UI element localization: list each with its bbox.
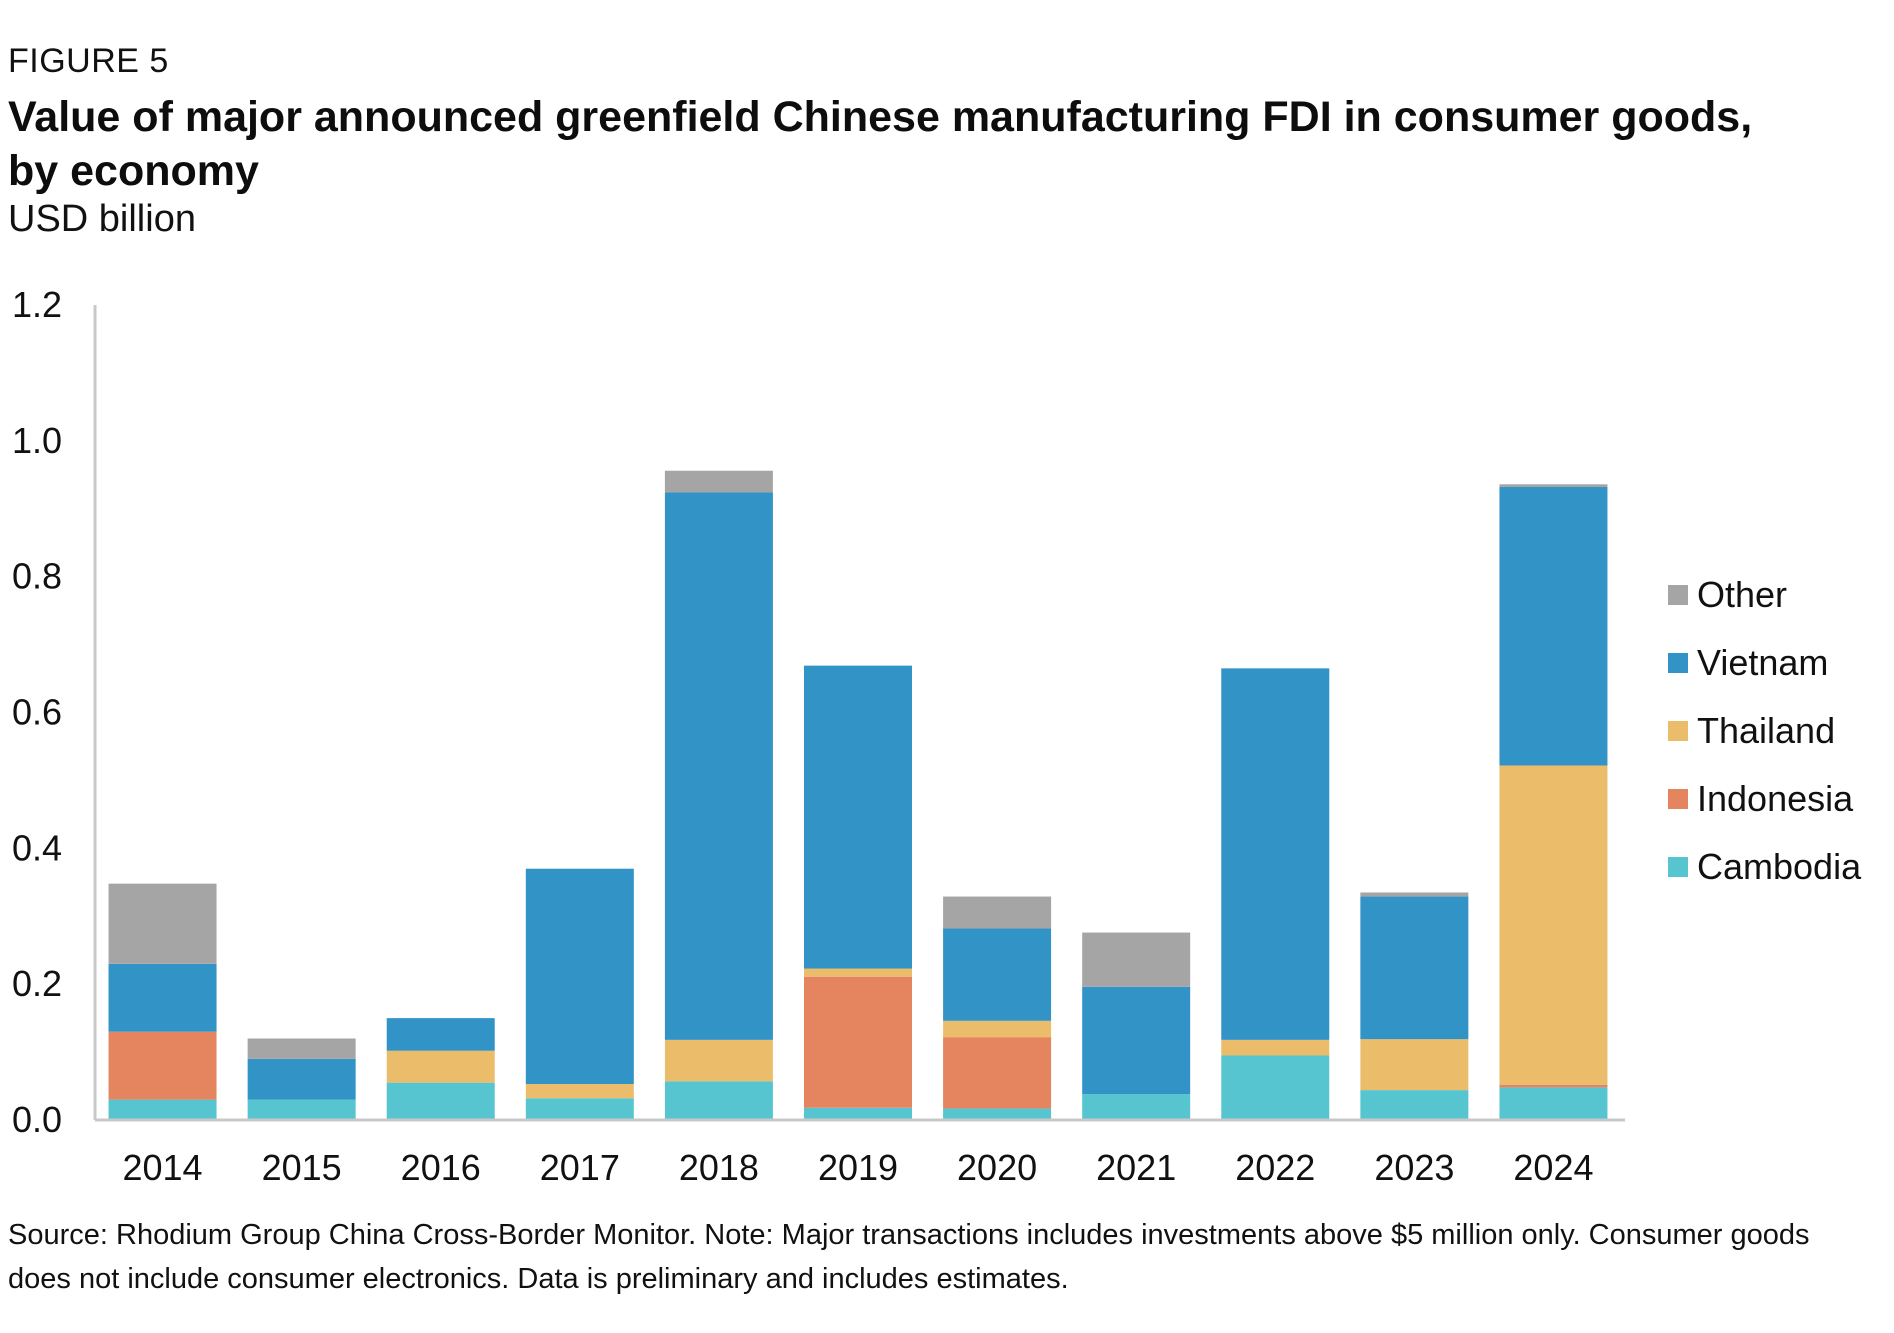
y-tick-label: 0.0 bbox=[12, 1099, 62, 1140]
bar-segment-other bbox=[247, 1038, 356, 1059]
bar-segment-indonesia bbox=[943, 1037, 1052, 1109]
bar-segment-other bbox=[1082, 932, 1191, 987]
bar-segment-cambodia bbox=[1082, 1094, 1191, 1120]
bar-segment-cambodia bbox=[1221, 1055, 1330, 1120]
legend-swatch-indonesia bbox=[1668, 789, 1688, 809]
x-tick-label: 2014 bbox=[122, 1147, 202, 1188]
bar-segment-vietnam bbox=[664, 492, 773, 1040]
bar-segment-thailand bbox=[664, 1039, 773, 1082]
x-tick-label: 2017 bbox=[540, 1147, 620, 1188]
bar-segment-other bbox=[943, 896, 1052, 929]
bar-segment-vietnam bbox=[247, 1058, 356, 1100]
x-tick-label: 2018 bbox=[679, 1147, 759, 1188]
bar-segment-other bbox=[1360, 892, 1469, 897]
legend-label-cambodia: Cambodia bbox=[1697, 846, 1862, 887]
legend-label-other: Other bbox=[1697, 574, 1787, 615]
bar-segment-indonesia bbox=[108, 1031, 217, 1100]
bar-segment-thailand bbox=[1221, 1039, 1330, 1056]
bar-segment-vietnam bbox=[943, 928, 1052, 1021]
stacked-bar-chart: 0.00.20.40.60.81.01.2 2014 2015 2016 2017 20… bbox=[12, 284, 1862, 1188]
y-tick-label: 0.6 bbox=[12, 692, 62, 733]
x-axis-ticks: 2014 2015 2016 2017 2018 2019 2020 2021 2022 2023… bbox=[122, 1147, 1593, 1188]
bar-segment-vietnam bbox=[1082, 986, 1191, 1095]
figure-label: FIGURE 5 bbox=[8, 42, 169, 80]
y-axis-ticks: 0.0 0.2 0.4 0.6 0.8 1.0 1.2 bbox=[12, 284, 62, 1140]
bar-segment-vietnam bbox=[804, 665, 912, 969]
bar-segment-vietnam bbox=[1360, 896, 1469, 1040]
legend-swatch-cambodia bbox=[1668, 857, 1688, 877]
x-tick-label: 2022 bbox=[1235, 1147, 1315, 1188]
legend-label-thailand: Thailand bbox=[1697, 710, 1835, 751]
bar-segment-indonesia bbox=[804, 976, 912, 1108]
bar-segment-other bbox=[108, 883, 217, 964]
bar-segment-cambodia bbox=[664, 1081, 773, 1120]
legend: Other Vietnam Thailand Indonesia Cambodia bbox=[1668, 574, 1862, 887]
x-tick-label: 2016 bbox=[401, 1147, 481, 1188]
chart-subtitle: USD billion bbox=[8, 198, 196, 240]
bar-segment-cambodia bbox=[1360, 1090, 1469, 1120]
bar-segment-cambodia bbox=[108, 1099, 217, 1120]
legend-swatch-thailand bbox=[1668, 721, 1688, 741]
bar-segment-vietnam bbox=[386, 1018, 495, 1051]
x-tick-label: 2024 bbox=[1513, 1147, 1593, 1188]
x-tick-label: 2021 bbox=[1096, 1147, 1176, 1188]
x-tick-label: 2023 bbox=[1374, 1147, 1454, 1188]
bar-segment-thailand bbox=[386, 1050, 495, 1083]
x-tick-label: 2015 bbox=[262, 1147, 342, 1188]
source-note: Source: Rhodium Group China Cross-Border… bbox=[8, 1219, 1810, 1295]
legend-label-indonesia: Indonesia bbox=[1697, 778, 1854, 819]
bar-segment-other bbox=[664, 470, 773, 493]
bar-segment-cambodia bbox=[386, 1082, 495, 1120]
bar-segment-thailand bbox=[1360, 1039, 1469, 1091]
bar-segment-cambodia bbox=[525, 1098, 634, 1120]
bar-segment-thailand bbox=[1499, 765, 1608, 1085]
bar-segment-vietnam bbox=[1221, 668, 1330, 1040]
bar-segment-thailand bbox=[943, 1020, 1052, 1038]
bar-segment-cambodia bbox=[943, 1108, 1052, 1120]
x-tick-label: 2019 bbox=[818, 1147, 898, 1188]
bar-segment-vietnam bbox=[1499, 487, 1608, 766]
bar-segment-other bbox=[1499, 484, 1608, 488]
y-tick-label: 0.4 bbox=[12, 827, 62, 868]
y-tick-label: 0.8 bbox=[12, 556, 62, 597]
bar-segment-vietnam bbox=[108, 963, 217, 1032]
y-tick-label: 0.2 bbox=[12, 963, 62, 1004]
y-tick-label: 1.2 bbox=[12, 284, 62, 325]
legend-swatch-other bbox=[1668, 585, 1688, 605]
legend-label-vietnam: Vietnam bbox=[1697, 642, 1828, 683]
bar-segment-cambodia bbox=[247, 1099, 356, 1120]
bar-segment-indonesia bbox=[1499, 1084, 1608, 1088]
bar-segment-cambodia bbox=[1499, 1087, 1608, 1120]
bars bbox=[108, 470, 1608, 1120]
chart-title: Value of major announced greenfield Chin… bbox=[8, 93, 1753, 195]
y-tick-label: 1.0 bbox=[12, 420, 62, 461]
bar-segment-cambodia bbox=[804, 1107, 912, 1120]
bar-segment-vietnam bbox=[525, 868, 634, 1085]
bar-segment-thailand bbox=[525, 1084, 634, 1099]
bar-segment-thailand bbox=[804, 968, 912, 977]
legend-swatch-vietnam bbox=[1668, 653, 1688, 673]
x-tick-label: 2020 bbox=[957, 1147, 1037, 1188]
